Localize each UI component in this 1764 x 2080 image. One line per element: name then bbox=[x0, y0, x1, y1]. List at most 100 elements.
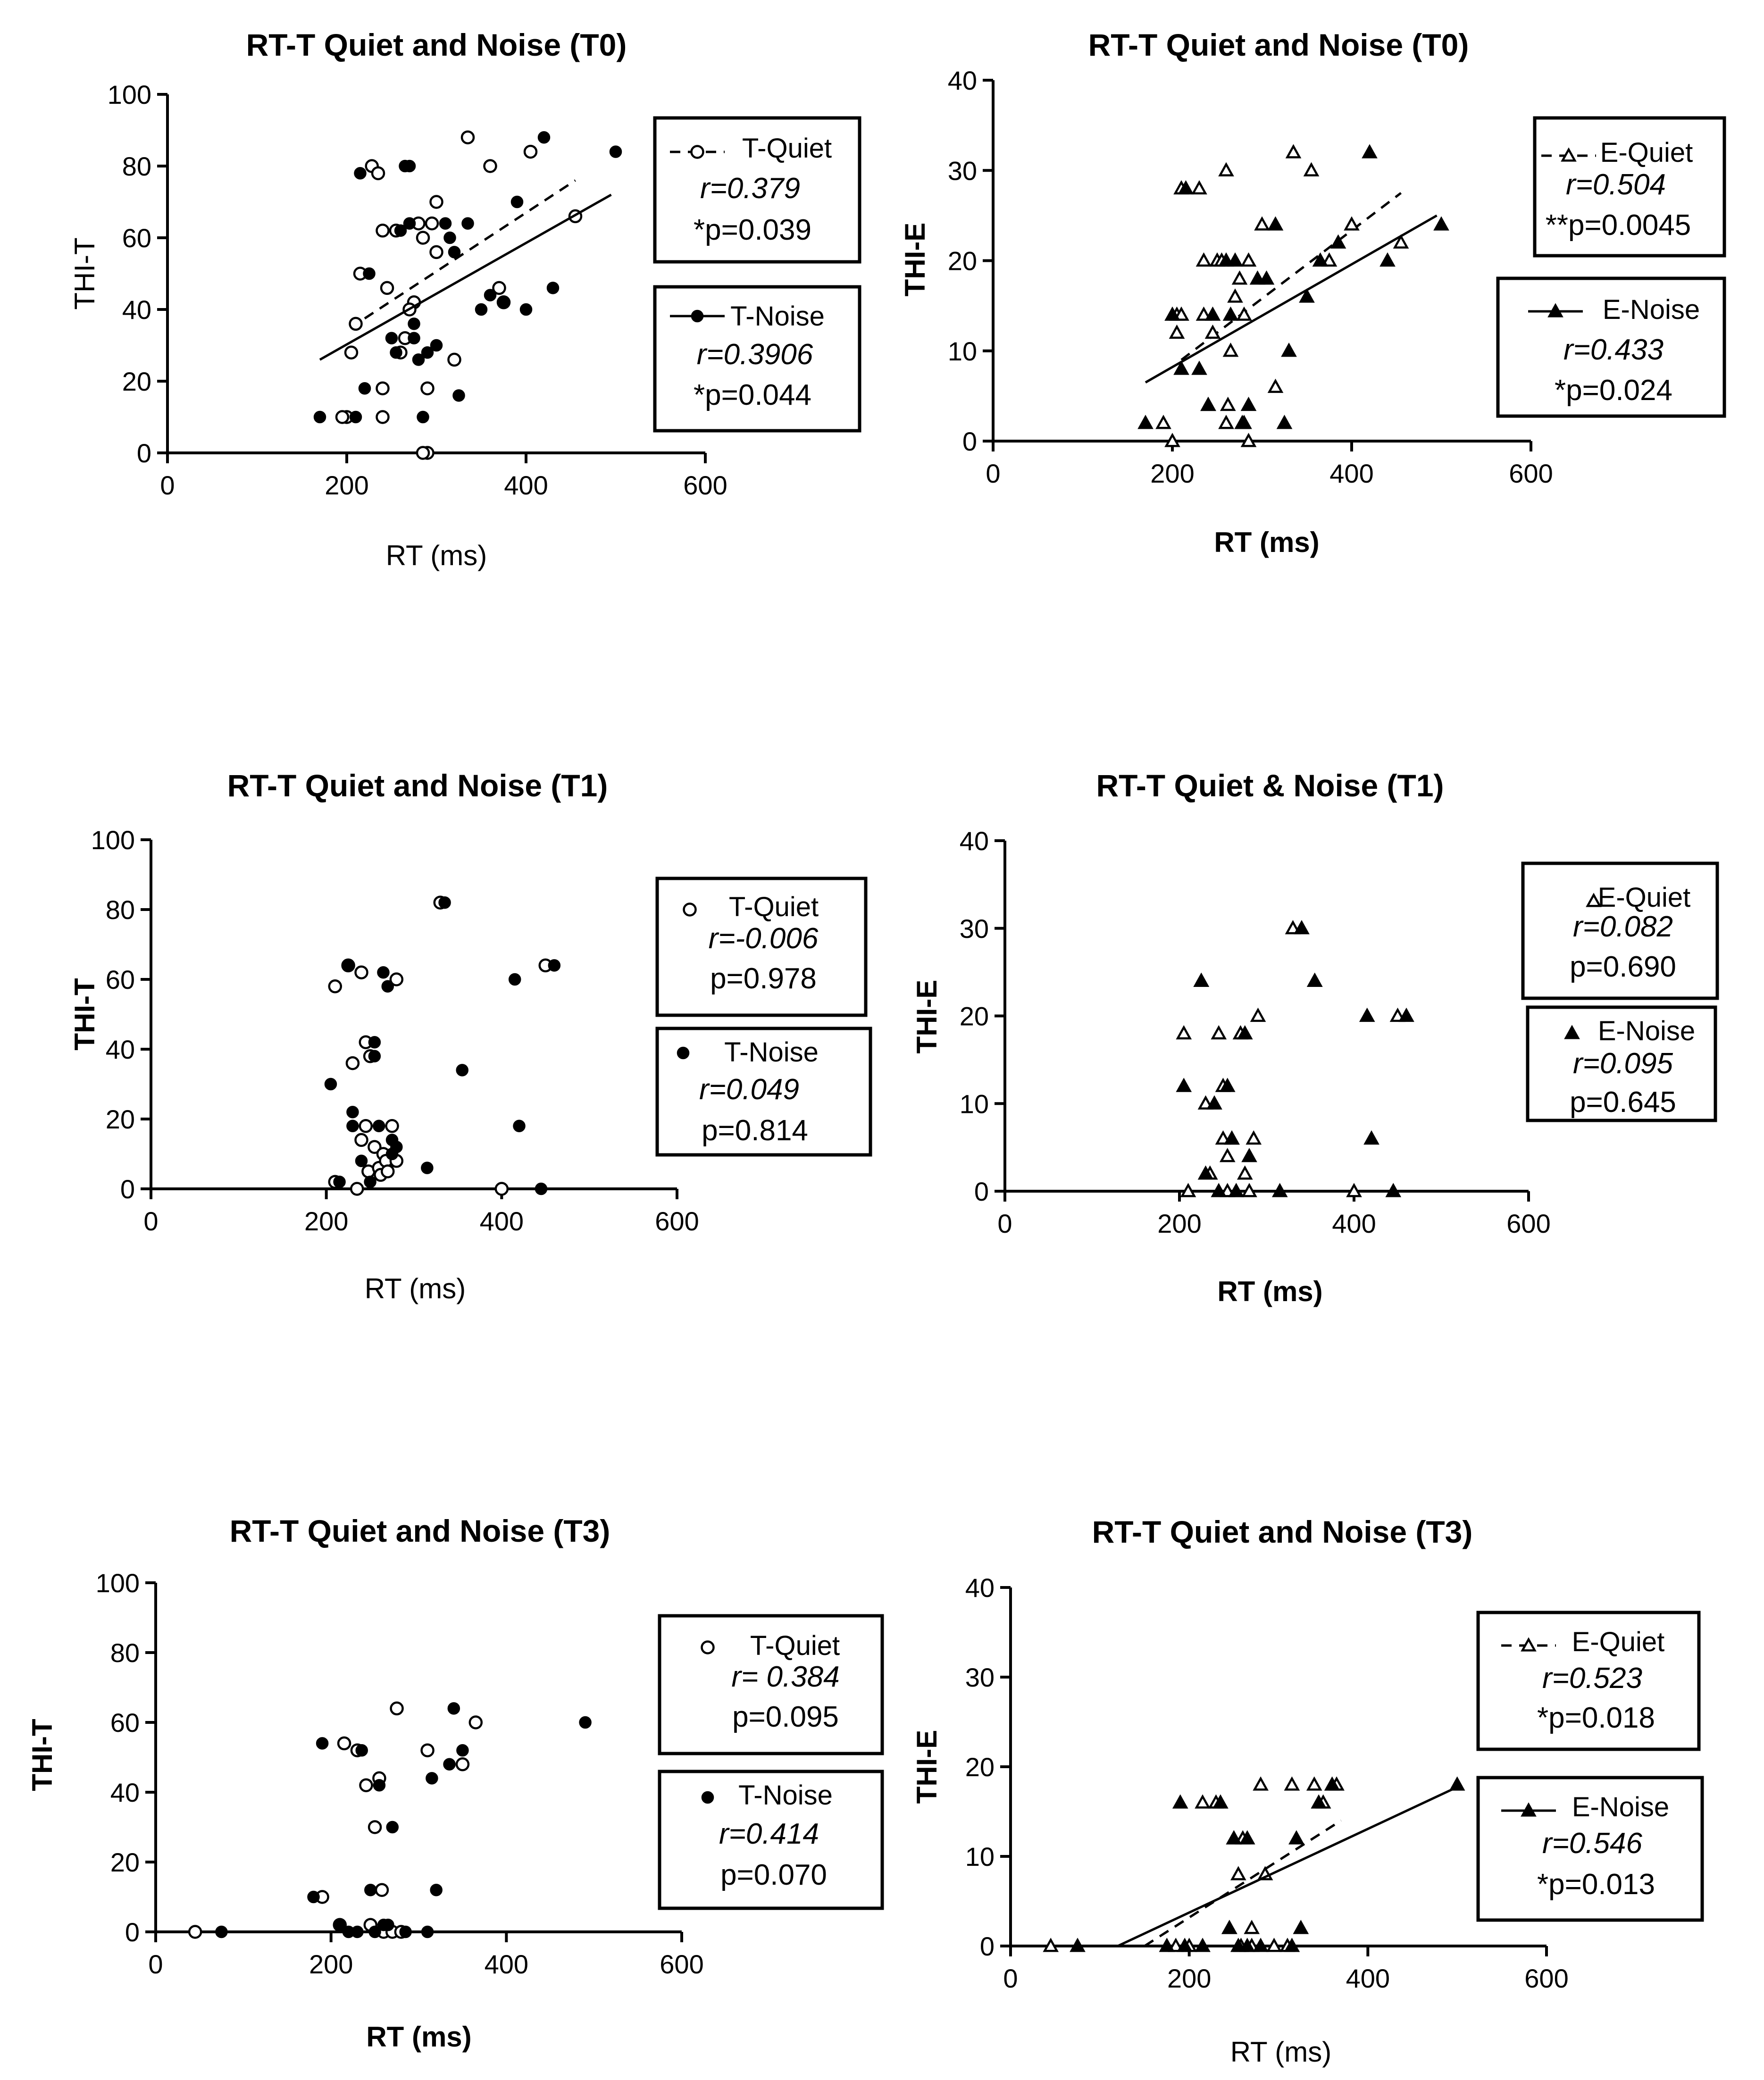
data-point-t-noise bbox=[461, 217, 474, 230]
data-point-e-noise bbox=[1324, 1776, 1340, 1791]
legend-marker-sample bbox=[1521, 1637, 1537, 1652]
data-point-e-noise bbox=[1239, 1830, 1255, 1845]
data-point-t-quiet bbox=[447, 352, 461, 367]
data-point-t-quiet bbox=[494, 1182, 509, 1196]
data-point-t-noise bbox=[408, 332, 420, 345]
data-point-t-noise bbox=[373, 1779, 386, 1792]
legend-marker-sample bbox=[690, 145, 704, 159]
data-point-e-noise bbox=[1362, 144, 1378, 159]
data-point-t-noise bbox=[408, 317, 420, 330]
data-point-e-quiet bbox=[1237, 1165, 1253, 1180]
data-point-e-noise bbox=[1363, 1130, 1379, 1145]
y-tick-label: 40 bbox=[948, 66, 977, 95]
x-tick-label: 600 bbox=[683, 470, 727, 500]
data-point-e-noise bbox=[1200, 396, 1216, 411]
data-point-e-noise bbox=[1281, 342, 1297, 357]
data-point-t-quiet bbox=[429, 245, 443, 259]
legend-quiet-r: r=0.082 bbox=[1573, 911, 1673, 943]
panel-rt-thi-e-t1: RT-T Quiet & Noise (T1) THI-E RT (ms) E-… bbox=[911, 768, 1719, 1307]
data-point-e-noise bbox=[1398, 1007, 1414, 1022]
legend-quiet-r: r=0.523 bbox=[1542, 1662, 1642, 1695]
data-point-e-noise bbox=[1204, 306, 1221, 321]
data-point-e-quiet bbox=[1227, 288, 1243, 303]
y-tick-label: 100 bbox=[96, 1568, 140, 1598]
x-tick-label: 0 bbox=[143, 1206, 158, 1236]
y-tick-label: 20 bbox=[122, 367, 151, 396]
data-point-t-noise bbox=[334, 1918, 346, 1931]
legend-noise-p: *p=0.044 bbox=[694, 379, 811, 411]
data-point-e-noise bbox=[1219, 1078, 1236, 1092]
x-tick-label: 600 bbox=[655, 1206, 699, 1236]
legend-quiet-r: r=0.379 bbox=[700, 172, 800, 205]
legend-noise-r: r=0.3906 bbox=[697, 338, 813, 371]
y-tick-label: 10 bbox=[960, 1089, 989, 1119]
data-point-t-noise bbox=[386, 1821, 399, 1834]
y-axis-label: THI-E bbox=[899, 223, 931, 297]
y-axis-label: THI-E bbox=[911, 1730, 943, 1804]
data-point-t-quiet bbox=[345, 1056, 360, 1070]
legend-marker-sample bbox=[683, 902, 697, 917]
y-tick-label: 80 bbox=[122, 151, 151, 181]
legend-noise-r: r=0.546 bbox=[1542, 1827, 1643, 1860]
data-point-e-quiet bbox=[1344, 216, 1360, 231]
data-point-e-quiet bbox=[1164, 433, 1180, 447]
legend-noise-p: p=0.814 bbox=[702, 1114, 808, 1147]
data-point-e-noise bbox=[1276, 415, 1293, 429]
data-point-e-noise bbox=[1177, 1938, 1193, 1952]
y-tick-label: 0 bbox=[974, 1177, 989, 1206]
y-tick-label: 20 bbox=[948, 246, 977, 276]
y-tick-label: 80 bbox=[110, 1638, 140, 1668]
data-point-t-quiet bbox=[328, 979, 342, 994]
legend-marker-sample bbox=[1564, 1025, 1580, 1039]
x-tick-label: 600 bbox=[1509, 459, 1553, 488]
data-point-t-noise bbox=[390, 1140, 403, 1153]
data-point-e-noise bbox=[1227, 252, 1243, 267]
data-point-t-noise bbox=[355, 1744, 368, 1757]
y-tick-label: 20 bbox=[965, 1752, 995, 1782]
panel-title: RT-T Quiet and Noise (T0) bbox=[246, 27, 627, 62]
data-point-e-noise bbox=[1330, 234, 1346, 249]
fit-line-e-quiet bbox=[1144, 1819, 1342, 1947]
data-point-t-quiet bbox=[468, 1715, 483, 1729]
x-tick-label: 200 bbox=[325, 470, 368, 500]
legend-noise-p: p=0.645 bbox=[1570, 1086, 1676, 1119]
data-point-t-noise bbox=[363, 267, 376, 280]
legend-marker-sample bbox=[691, 309, 704, 323]
legend-marker-sample bbox=[677, 1046, 690, 1060]
data-point-e-quiet bbox=[1236, 306, 1252, 321]
data-point-t-quiet bbox=[368, 1140, 382, 1154]
data-point-e-noise bbox=[1253, 1938, 1269, 1952]
data-point-t-noise bbox=[368, 1925, 381, 1938]
legend-box-noise bbox=[1496, 276, 1726, 418]
data-point-e-noise bbox=[1288, 1830, 1304, 1845]
x-tick-label: 600 bbox=[1524, 1963, 1568, 1993]
data-point-t-noise bbox=[421, 1161, 434, 1174]
data-point-e-quiet bbox=[1195, 1794, 1211, 1809]
data-point-e-quiet bbox=[1231, 270, 1248, 285]
panel-rt-thi-t-t1: RT-T Quiet and Noise (T1) THI-T RT (ms) … bbox=[69, 768, 872, 1304]
data-point-e-quiet bbox=[1043, 1938, 1059, 1952]
x-tick-label: 0 bbox=[986, 459, 1000, 488]
y-tick-label: 30 bbox=[948, 156, 977, 185]
x-tick-label: 0 bbox=[1003, 1963, 1018, 1993]
data-point-t-noise bbox=[447, 1702, 460, 1715]
data-point-e-quiet bbox=[1254, 216, 1270, 231]
data-point-e-noise bbox=[1293, 1920, 1309, 1934]
legend-noise-label: E-Noise bbox=[1572, 1792, 1669, 1822]
data-point-t-noise bbox=[355, 1154, 368, 1168]
data-point-t-quiet bbox=[429, 195, 443, 209]
data-point-t-quiet bbox=[371, 166, 385, 180]
data-point-e-quiet bbox=[1253, 1776, 1269, 1791]
legend-marker-sample bbox=[1547, 303, 1563, 317]
legend-box-quiet bbox=[653, 116, 861, 264]
legend-box-noise bbox=[655, 1027, 872, 1157]
data-point-e-noise bbox=[1222, 306, 1239, 321]
legend-box-noise bbox=[658, 1770, 884, 1910]
y-tick-label: 100 bbox=[91, 825, 135, 855]
data-point-e-noise bbox=[1176, 1078, 1192, 1092]
data-point-e-noise bbox=[1197, 1165, 1214, 1180]
x-tick-label: 600 bbox=[660, 1949, 703, 1979]
data-point-e-quiet bbox=[1321, 252, 1338, 267]
x-axis-label: RT (ms) bbox=[365, 1273, 466, 1304]
data-point-t-noise bbox=[354, 167, 367, 180]
